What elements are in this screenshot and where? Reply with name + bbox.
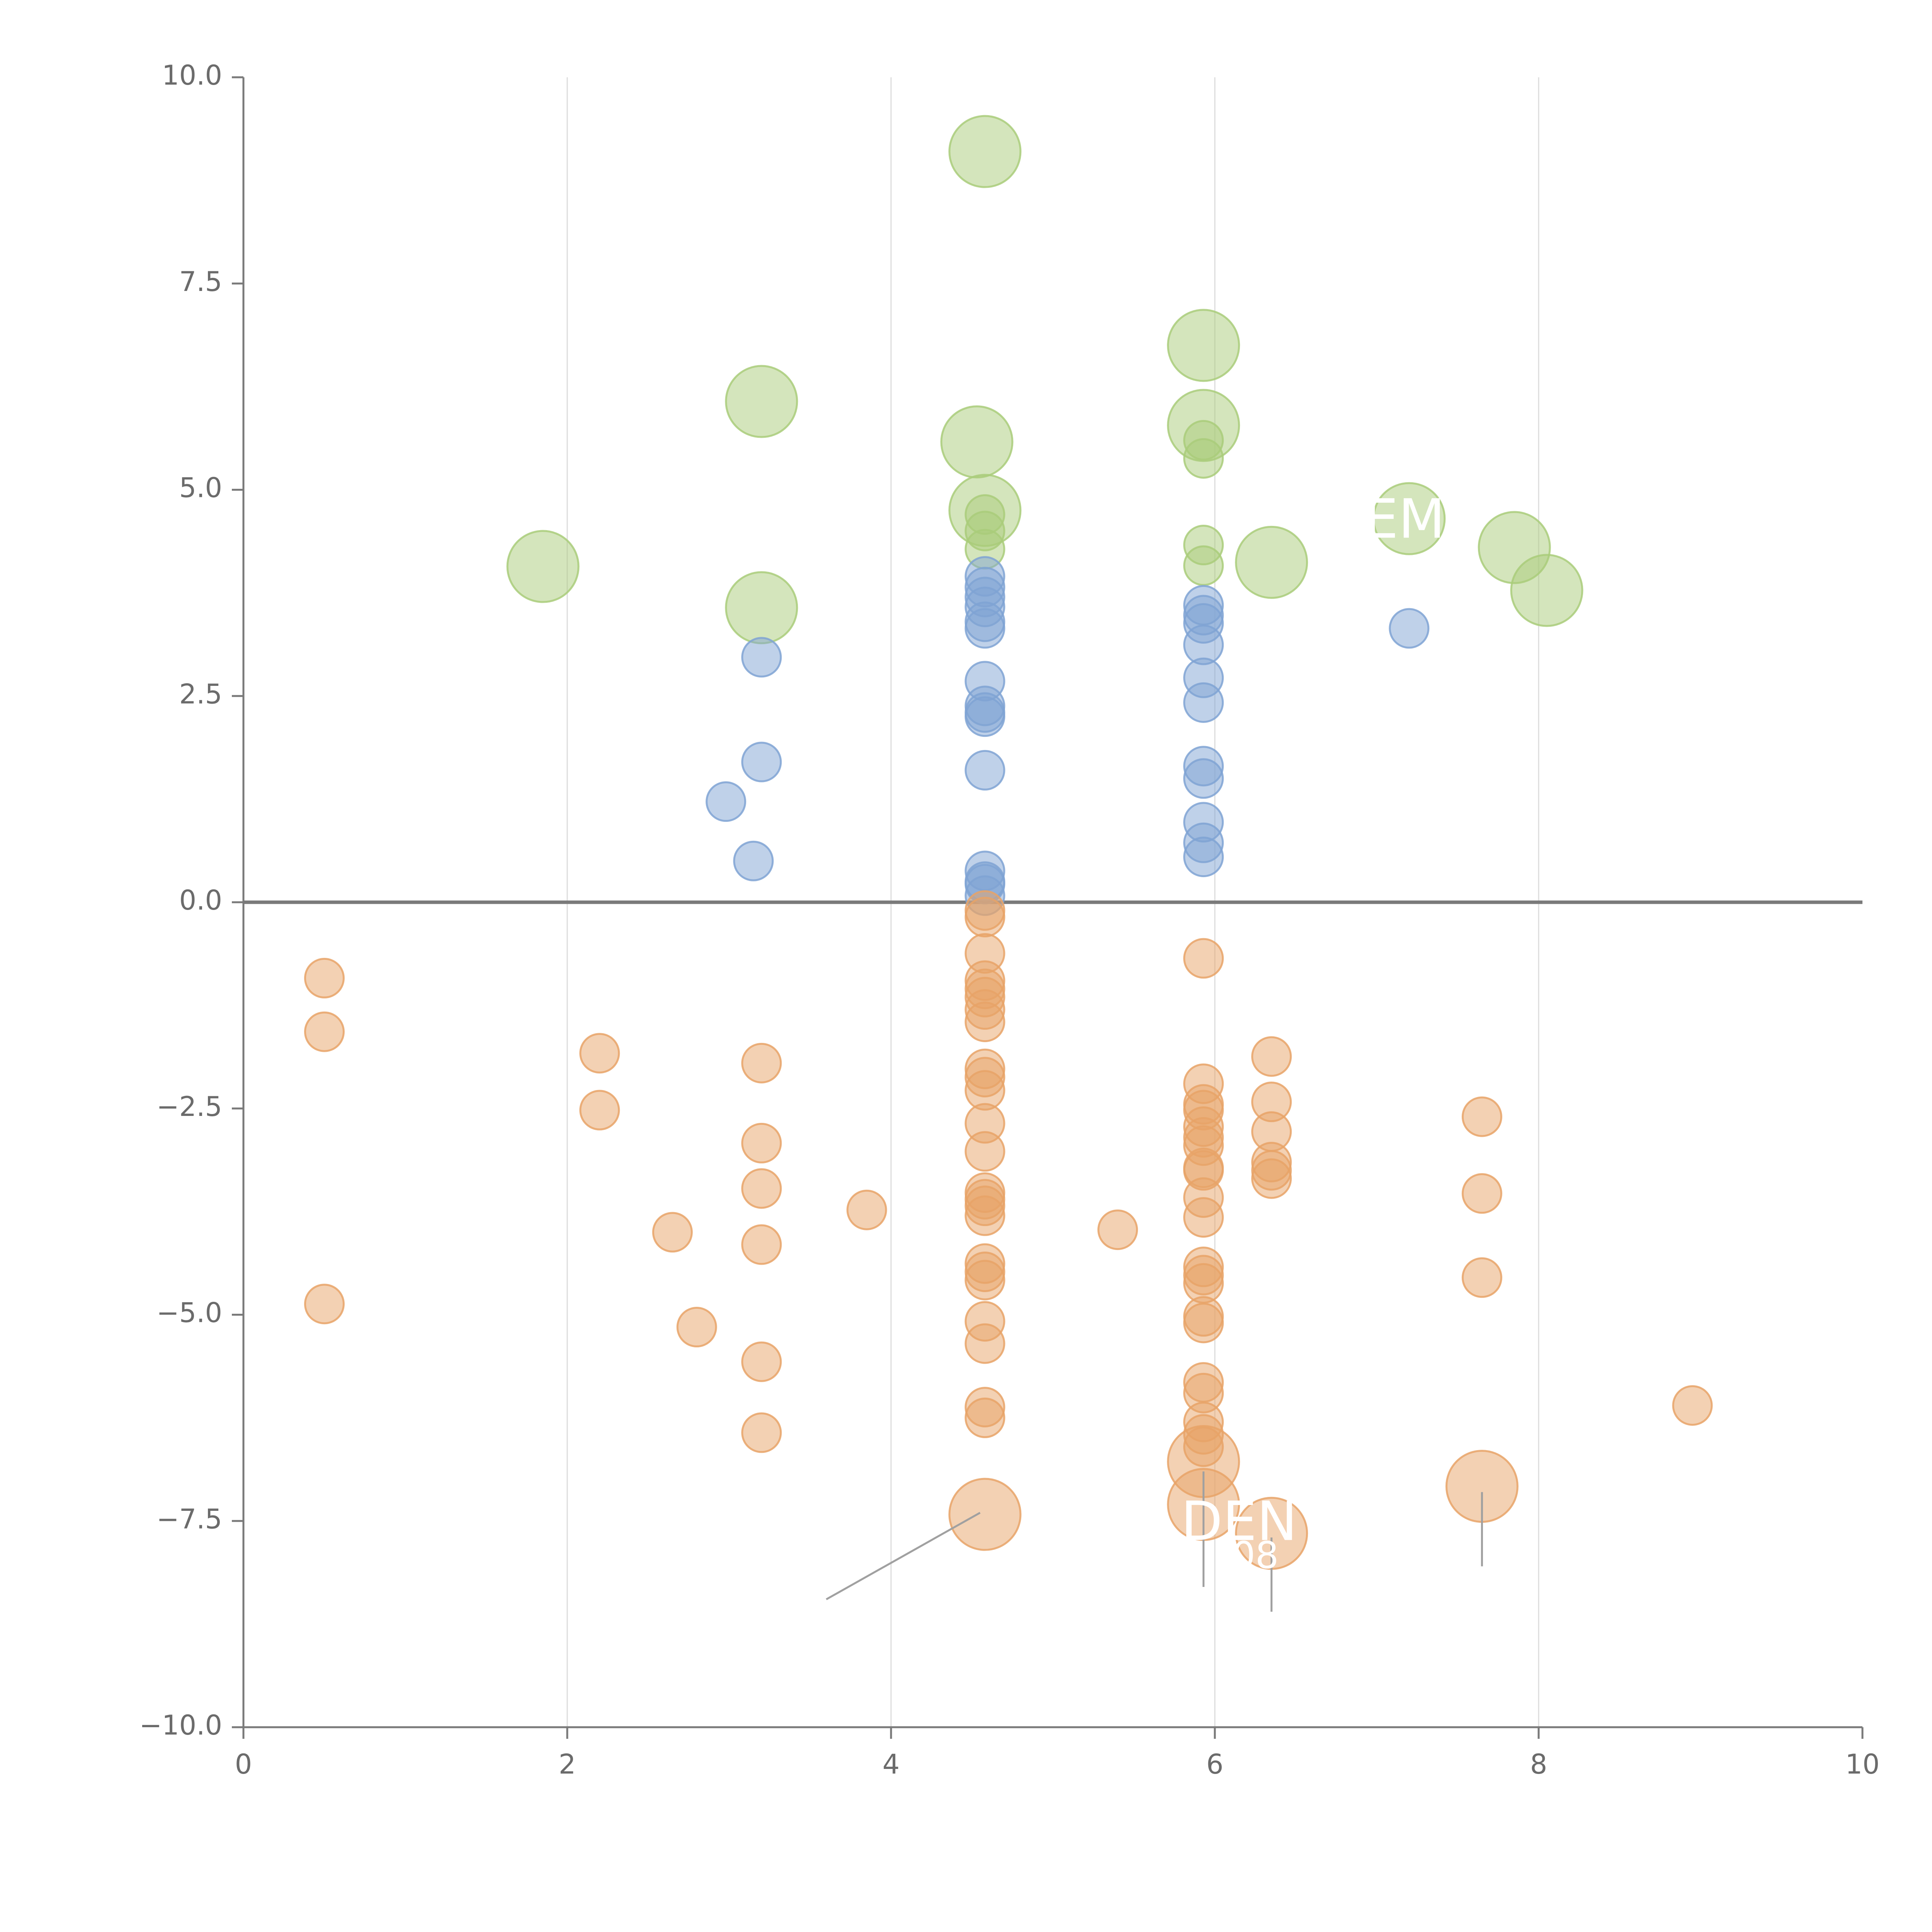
orange-point [964, 1260, 1005, 1301]
orange-point [1251, 1158, 1292, 1199]
y-tick-label: −10.0 [139, 1709, 222, 1741]
orange-point [846, 1189, 887, 1230]
green-point [1183, 545, 1224, 586]
orange-point [741, 1043, 782, 1083]
orange-point [964, 1002, 1005, 1043]
y-tick-label: −5.0 [156, 1297, 222, 1329]
orange-point [964, 1195, 1005, 1236]
orange-point [304, 1011, 345, 1052]
green-point [1510, 554, 1583, 627]
green-point [725, 571, 798, 645]
orange-point [741, 1168, 782, 1209]
orange-point [1183, 1303, 1224, 1344]
y-tick-label: 5.0 [179, 472, 222, 504]
y-tick-label: 7.5 [179, 266, 222, 298]
blue-point [741, 742, 782, 782]
orange-point [304, 957, 345, 998]
green-point [725, 365, 798, 438]
green-point [948, 115, 1022, 188]
blue-point [964, 750, 1005, 791]
axes: 10.0 7.5 5.0 2.5 0.0 −2.5 −5.0 −7.5 −10.0 0 2 4 6 8 10 [139, 60, 1879, 1780]
blue-point [1183, 682, 1224, 723]
blue-point [1183, 837, 1224, 878]
orange-point [579, 1033, 620, 1074]
orange-point [741, 1412, 782, 1453]
blue-point [1389, 608, 1430, 649]
x-tick-label: 0 [235, 1748, 252, 1780]
annotation-label: DEN [1181, 1490, 1297, 1553]
x-tick-label: 8 [1530, 1748, 1548, 1780]
blue-point [733, 840, 774, 881]
blue-point [964, 696, 1005, 737]
orange-point [1461, 1173, 1502, 1214]
orange-point [1097, 1209, 1138, 1250]
orange-point [1183, 1197, 1224, 1238]
x-tick-label: 6 [1206, 1748, 1224, 1780]
orange-point [1251, 1036, 1292, 1077]
y-tick-label: 10.0 [162, 60, 222, 91]
green-point [1183, 438, 1224, 479]
y-tick-label: 0.0 [179, 884, 222, 916]
x-tick-label: 10 [1845, 1748, 1879, 1780]
orange-point [741, 1122, 782, 1163]
y-tick-label: −7.5 [156, 1503, 222, 1535]
green-point [940, 405, 1014, 479]
data-points [304, 115, 1713, 1570]
x-tick-label: 4 [883, 1748, 900, 1780]
leader-line [826, 1512, 981, 1600]
green-point [506, 530, 580, 603]
blue-point [741, 637, 782, 678]
orange-point [964, 1323, 1005, 1364]
orange-point [964, 1397, 1005, 1438]
orange-point [652, 1212, 693, 1253]
y-tick-label: −2.5 [156, 1091, 222, 1122]
green-point [1167, 309, 1240, 382]
orange-point [676, 1307, 717, 1348]
blue-point [706, 781, 747, 822]
orange-point [741, 1341, 782, 1382]
orange-point [964, 896, 1005, 937]
orange-point [948, 1478, 1022, 1551]
y-tick-label: 2.5 [179, 678, 222, 710]
orange-point [1183, 938, 1224, 979]
orange-point [741, 1224, 782, 1265]
green-point [1372, 482, 1446, 555]
blue-point [964, 608, 1005, 649]
orange-point [579, 1090, 620, 1131]
orange-point [304, 1284, 345, 1325]
orange-point [1461, 1257, 1502, 1298]
orange-point [1672, 1385, 1713, 1426]
blue-point [1183, 758, 1224, 799]
green-point [1235, 526, 1308, 599]
orange-point [964, 1131, 1005, 1172]
x-tick-label: 2 [559, 1748, 576, 1780]
annotation-label: 08 [1232, 1534, 1279, 1577]
annotation-label: UEM [1325, 488, 1445, 551]
orange-point [1461, 1096, 1502, 1137]
